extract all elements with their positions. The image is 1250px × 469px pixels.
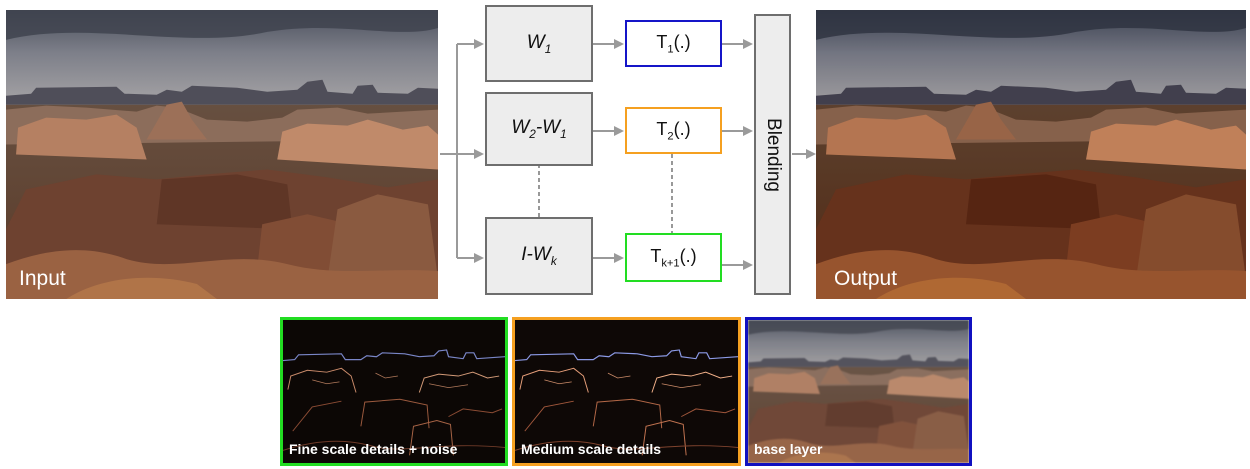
layer-fine-details: Fine scale details + noise bbox=[280, 317, 508, 466]
transform-label-2: T2(.) bbox=[656, 118, 691, 143]
layer-base: base layer bbox=[745, 317, 972, 466]
weight-label-2: W2-W1 bbox=[511, 117, 567, 141]
layer-medium-details-label: Medium scale details bbox=[521, 441, 662, 457]
transform-label-3: Tk+1(.) bbox=[650, 245, 697, 270]
input-image: Input bbox=[6, 10, 438, 299]
weight-label-1: W1 bbox=[526, 31, 552, 56]
weight-box-3: I-Wk bbox=[485, 217, 593, 295]
input-label: Input bbox=[19, 267, 66, 290]
transform-box-1: T1(.) bbox=[625, 20, 722, 67]
blending-box: Blending bbox=[754, 14, 791, 295]
blending-label: Blending bbox=[762, 117, 784, 192]
layer-base-label: base layer bbox=[754, 441, 823, 457]
output-label: Output bbox=[834, 267, 898, 290]
weight-box-1: W1 bbox=[485, 5, 593, 82]
weight-box-2: W2-W1 bbox=[485, 92, 593, 166]
transform-box-2: T2(.) bbox=[625, 107, 722, 154]
transform-label-1: T1(.) bbox=[656, 31, 691, 56]
transform-box-3: Tk+1(.) bbox=[625, 233, 722, 282]
output-image: Output bbox=[816, 10, 1246, 299]
layer-fine-details-label: Fine scale details + noise bbox=[289, 441, 458, 457]
weight-label-3: I-Wk bbox=[521, 244, 557, 268]
layer-medium-details: Medium scale details bbox=[512, 317, 741, 466]
